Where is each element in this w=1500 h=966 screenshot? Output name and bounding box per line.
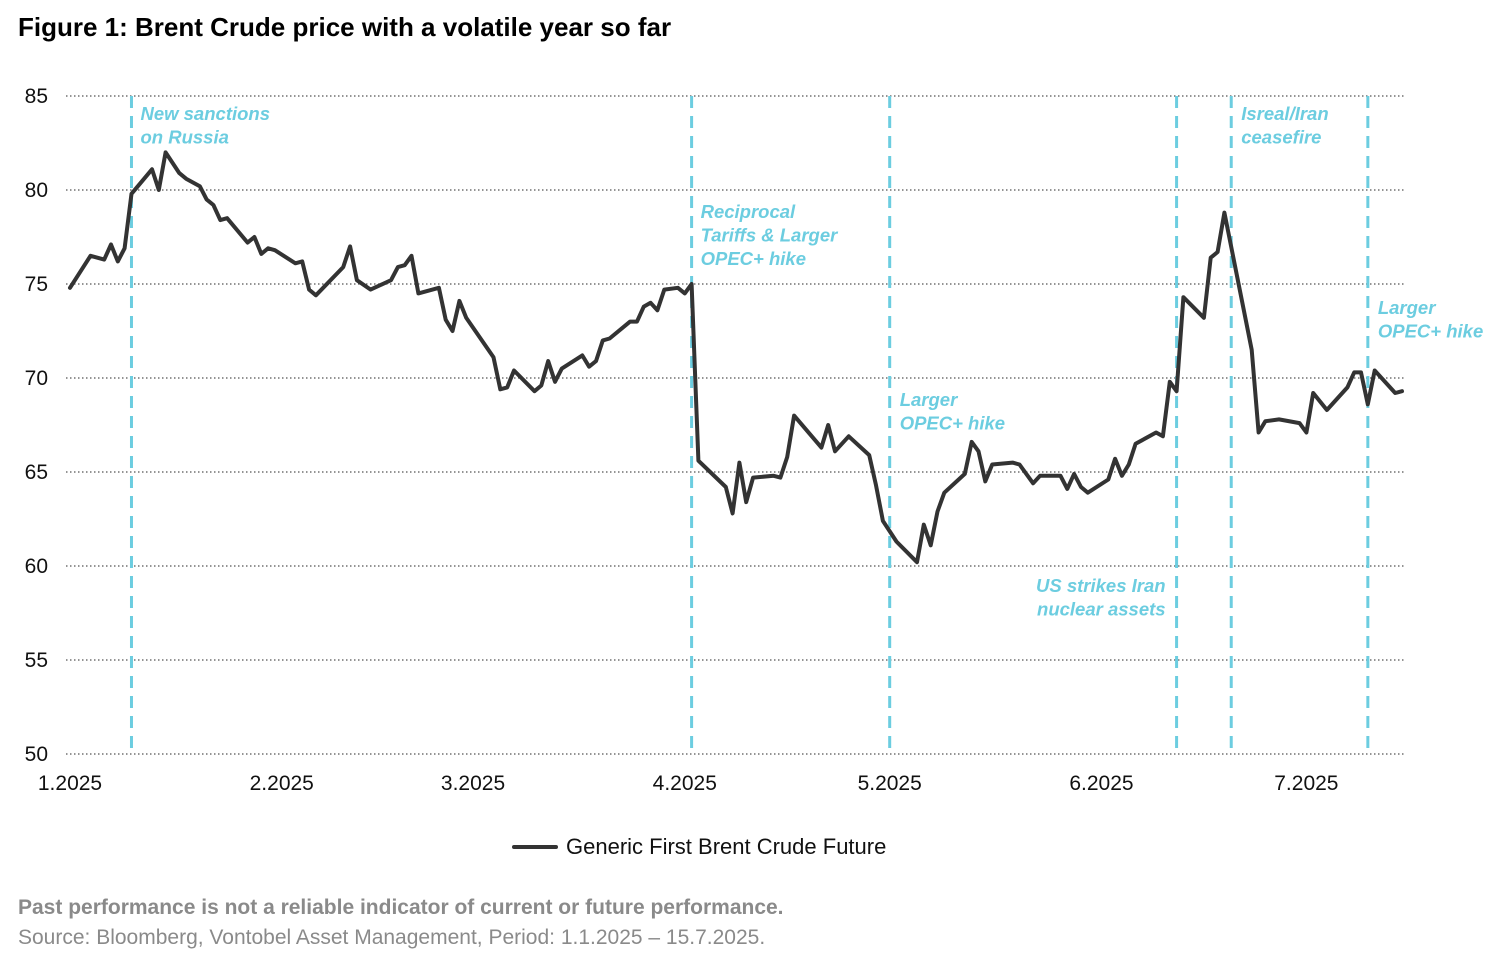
x-tick-label: 5.2025 (858, 772, 922, 795)
x-tick-label: 2.2025 (250, 772, 314, 795)
x-tick-label: 7.2025 (1274, 772, 1338, 795)
event-annotation: US strikes Iran (1036, 575, 1166, 596)
legend-label: Generic First Brent Crude Future (566, 834, 887, 859)
x-tick-label: 3.2025 (441, 772, 505, 795)
event-annotation: nuclear assets (1037, 599, 1166, 620)
x-tick-label: 1.2025 (38, 772, 102, 795)
event-annotation: OPEC+ hike (701, 248, 806, 269)
y-tick-label: 65 (25, 461, 48, 484)
legend: Generic First Brent Crude Future (512, 834, 886, 860)
y-tick-label: 75 (25, 273, 48, 296)
event-annotation: Isreal/Iran (1241, 103, 1328, 124)
x-tick-label: 6.2025 (1069, 772, 1133, 795)
y-tick-label: 55 (25, 649, 48, 672)
event-annotation: OPEC+ hike (1378, 321, 1483, 342)
event-annotation: ceasefire (1241, 127, 1321, 148)
chart-title: Figure 1: Brent Crude price with a volat… (18, 12, 672, 42)
event-annotation: Reciprocal (701, 201, 796, 222)
y-tick-label: 85 (25, 85, 48, 108)
y-tick-label: 60 (25, 555, 48, 578)
y-tick-label: 50 (25, 743, 48, 766)
event-annotation: on Russia (140, 127, 228, 148)
event-annotation: New sanctions (140, 103, 270, 124)
series-line (68, 150, 1404, 565)
event-annotation: Larger (1378, 297, 1437, 318)
disclaimer: Past performance is not a reliable indic… (18, 896, 784, 919)
legend-swatch (512, 845, 558, 849)
event-annotation: Tariffs & Larger (701, 225, 840, 246)
event-annotation: Larger (900, 389, 959, 410)
y-tick-label: 70 (25, 367, 48, 390)
x-tick-label: 4.2025 (653, 772, 717, 795)
y-tick-label: 80 (25, 179, 48, 202)
event-annotation: OPEC+ hike (900, 413, 1005, 434)
source-note: Source: Bloomberg, Vontobel Asset Manage… (18, 926, 766, 949)
